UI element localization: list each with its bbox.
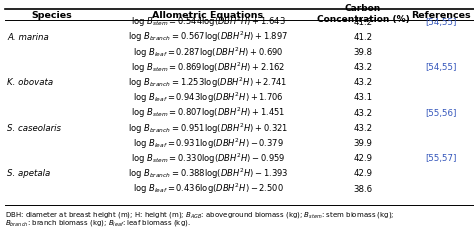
Text: $\log\,B_{\mathit{branch}}=0.567\log(DBH^{2}H)+1.897$: $\log\,B_{\mathit{branch}}=0.567\log(DBH… bbox=[128, 30, 288, 44]
Text: $\log\,B_{\mathit{leaf}}=0.287\log(DBH^{2}H)+0.690$: $\log\,B_{\mathit{leaf}}=0.287\log(DBH^{… bbox=[133, 45, 283, 59]
Text: 41.2: 41.2 bbox=[354, 17, 373, 26]
Text: DBH: diameter at breast height (m); H: height (m); $B_{AGB}$: aboveground biomas: DBH: diameter at breast height (m); H: h… bbox=[5, 210, 394, 219]
Text: $\log\,B_{\mathit{branch}}=0.388\log(DBH^{2}H)-1.393$: $\log\,B_{\mathit{branch}}=0.388\log(DBH… bbox=[128, 166, 288, 180]
Text: 42.9: 42.9 bbox=[354, 154, 373, 163]
Text: References: References bbox=[411, 11, 471, 19]
Text: $B_{\mathit{branch}}$: branch biomass (kg); $B_{\mathit{leaf}}$: leaf biomass (k: $B_{\mathit{branch}}$: branch biomass (k… bbox=[5, 217, 191, 228]
Text: 42.9: 42.9 bbox=[354, 169, 373, 178]
Text: $\log\,B_{\mathit{branch}}=0.951\log(DBH^{2}H)+0.321$: $\log\,B_{\mathit{branch}}=0.951\log(DBH… bbox=[128, 121, 288, 135]
Text: [55,57]: [55,57] bbox=[425, 154, 456, 163]
Text: 43.2: 43.2 bbox=[354, 123, 373, 132]
Text: 43.2: 43.2 bbox=[354, 63, 373, 72]
Text: A. marina: A. marina bbox=[7, 33, 49, 42]
Text: 38.6: 38.6 bbox=[354, 184, 373, 193]
Text: [54,55]: [54,55] bbox=[425, 63, 456, 72]
Text: S. apetala: S. apetala bbox=[7, 169, 50, 178]
Text: 43.2: 43.2 bbox=[354, 78, 373, 87]
Text: $\log\,B_{\mathit{leaf}}=0.931\log(DBH^{2}H)-0.379$: $\log\,B_{\mathit{leaf}}=0.931\log(DBH^{… bbox=[133, 136, 283, 150]
Text: $\log\,B_{\mathit{stem}}=0.869\log(DBH^{2}H)+2.162$: $\log\,B_{\mathit{stem}}=0.869\log(DBH^{… bbox=[131, 60, 285, 75]
Text: 39.8: 39.8 bbox=[354, 48, 373, 57]
Text: Carbon
Concentration (%): Carbon Concentration (%) bbox=[317, 5, 410, 23]
Text: $\log\,B_{\mathit{stem}}=0.807\log(DBH^{2}H)+1.451$: $\log\,B_{\mathit{stem}}=0.807\log(DBH^{… bbox=[131, 106, 285, 120]
Text: Allometric Equations: Allometric Equations bbox=[153, 11, 264, 19]
Text: $\log\,B_{\mathit{leaf}}=0.436\log(DBH^{2}H)-2.500$: $\log\,B_{\mathit{leaf}}=0.436\log(DBH^{… bbox=[133, 181, 283, 196]
Text: [55,56]: [55,56] bbox=[425, 108, 456, 117]
Text: 39.9: 39.9 bbox=[354, 139, 373, 147]
Text: 43.2: 43.2 bbox=[354, 108, 373, 117]
Text: S. caseolaris: S. caseolaris bbox=[7, 123, 61, 132]
Text: Species: Species bbox=[31, 11, 72, 19]
Text: $\log\,B_{\mathit{stem}}=0.330\log(DBH^{2}H)-0.959$: $\log\,B_{\mathit{stem}}=0.330\log(DBH^{… bbox=[131, 151, 285, 165]
Text: 41.2: 41.2 bbox=[354, 33, 373, 42]
Text: $\log\,B_{\mathit{leaf}}=0.943\log(DBH^{2}H)+1.706$: $\log\,B_{\mathit{leaf}}=0.943\log(DBH^{… bbox=[133, 90, 283, 105]
Text: $\log\,B_{\mathit{stem}}=0.544\log(DBH^{2}H)+1.643$: $\log\,B_{\mathit{stem}}=0.544\log(DBH^{… bbox=[131, 15, 285, 29]
Text: K. obovata: K. obovata bbox=[7, 78, 53, 87]
Text: $\log\,B_{\mathit{branch}}=1.253\log(DBH^{2}H)+2.741$: $\log\,B_{\mathit{branch}}=1.253\log(DBH… bbox=[128, 75, 288, 90]
Text: 43.1: 43.1 bbox=[354, 93, 373, 102]
Text: [54,55]: [54,55] bbox=[425, 17, 456, 26]
